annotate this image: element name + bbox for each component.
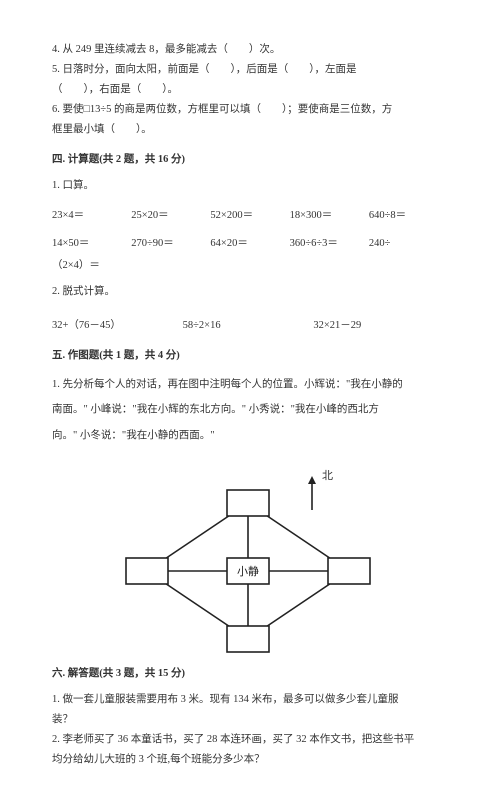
- calc-row-3: 32+（76－45） 58÷2×16 32×21－29: [52, 316, 448, 336]
- section6-q2-line1: 2. 李老师买了 36 本童话书，买了 28 本连环画，买了 32 本作文书，把…: [52, 730, 448, 750]
- calc-row-1: 23×4＝ 25×20＝ 52×200＝ 18×300＝ 640÷8＝: [52, 206, 448, 226]
- fill-q6-line2: 框里最小填（ ）。: [52, 120, 448, 140]
- section4-q2-label: 2. 脱式计算。: [52, 282, 448, 302]
- dialogue-line: 1. 先分析每个人的对话，再在图中注明每个人的位置。小辉说："我在小静的: [52, 379, 403, 390]
- calc-cell: 640÷8＝: [369, 206, 448, 226]
- calc-cell: 32+（76－45）: [52, 316, 183, 336]
- section6-q1-line2: 装？: [52, 710, 448, 730]
- dialogue-line: 南面。" 小峰说："我在小辉的东北方向。" 小秀说："我在小峰的西北方: [52, 404, 379, 415]
- calc-row-2b: （2×4）＝: [52, 256, 448, 276]
- fill-q5-line2: （ ），右面是（ ）。: [52, 80, 448, 100]
- section6-q2-line2: 均分给幼儿大班的 3 个班,每个班能分多少本？: [52, 750, 448, 770]
- section6-title: 六. 解答题(共 3 题，共 15 分): [52, 664, 448, 684]
- calc-cell: 23×4＝: [52, 206, 131, 226]
- section4-q1-label: 1. 口算。: [52, 176, 448, 196]
- dialogue-line: 向。" 小冬说："我在小静的西面。": [52, 430, 214, 441]
- diagram-edge: [267, 584, 329, 626]
- section5-title: 五. 作图题(共 1 题，共 4 分): [52, 346, 448, 366]
- calc-cell: 360÷6÷3＝: [290, 234, 369, 254]
- calc-cell: 32×21－29: [313, 316, 444, 336]
- diagram-center-label: 小静: [237, 564, 259, 578]
- calc-row-2: 14×50＝ 270÷90＝ 64×20＝ 360÷6÷3＝ 240÷: [52, 234, 448, 254]
- diagram-edge: [166, 584, 228, 626]
- fill-q5-line1: 5. 日落时分，面向太阳，前面是（ ），后面是（ ），左面是: [52, 60, 448, 80]
- section5-dialogue: 1. 先分析每个人的对话，再在图中注明每个人的位置。小辉说："我在小静的 南面。…: [52, 372, 448, 448]
- diagram-node-right: [328, 558, 370, 584]
- diagram-node-left: [126, 558, 168, 584]
- section4-title: 四. 计算题(共 2 题，共 16 分): [52, 150, 448, 170]
- north-label: 北: [322, 466, 333, 487]
- page-content: 4. 从 249 里连续减去 8，最多能减去（ ）次。 5. 日落时分，面向太阳…: [0, 0, 500, 789]
- diagram-edge: [267, 516, 329, 558]
- calc-cell: 240÷: [369, 234, 448, 254]
- calc-cell: 52×200＝: [210, 206, 289, 226]
- diagram-svg: 小静: [112, 460, 382, 660]
- north-arrow-head: [308, 476, 316, 484]
- calc-cell: 58÷2×16: [183, 316, 314, 336]
- diagram-node-bottom: [227, 626, 269, 652]
- calc-cell: 25×20＝: [131, 206, 210, 226]
- diagram-node-top: [227, 490, 269, 516]
- fill-q4: 4. 从 249 里连续减去 8，最多能减去（ ）次。: [52, 40, 448, 60]
- calc-cell: 18×300＝: [290, 206, 369, 226]
- position-diagram: 小静 北: [112, 460, 382, 650]
- fill-q6-line1: 6. 要使□13÷5 的商是两位数，方框里可以填（ ）；要使商是三位数，方: [52, 100, 448, 120]
- calc-cell: 64×20＝: [210, 234, 289, 254]
- diagram-edge: [166, 516, 228, 558]
- calc-cell: 14×50＝: [52, 234, 131, 254]
- calc-cell: 270÷90＝: [131, 234, 210, 254]
